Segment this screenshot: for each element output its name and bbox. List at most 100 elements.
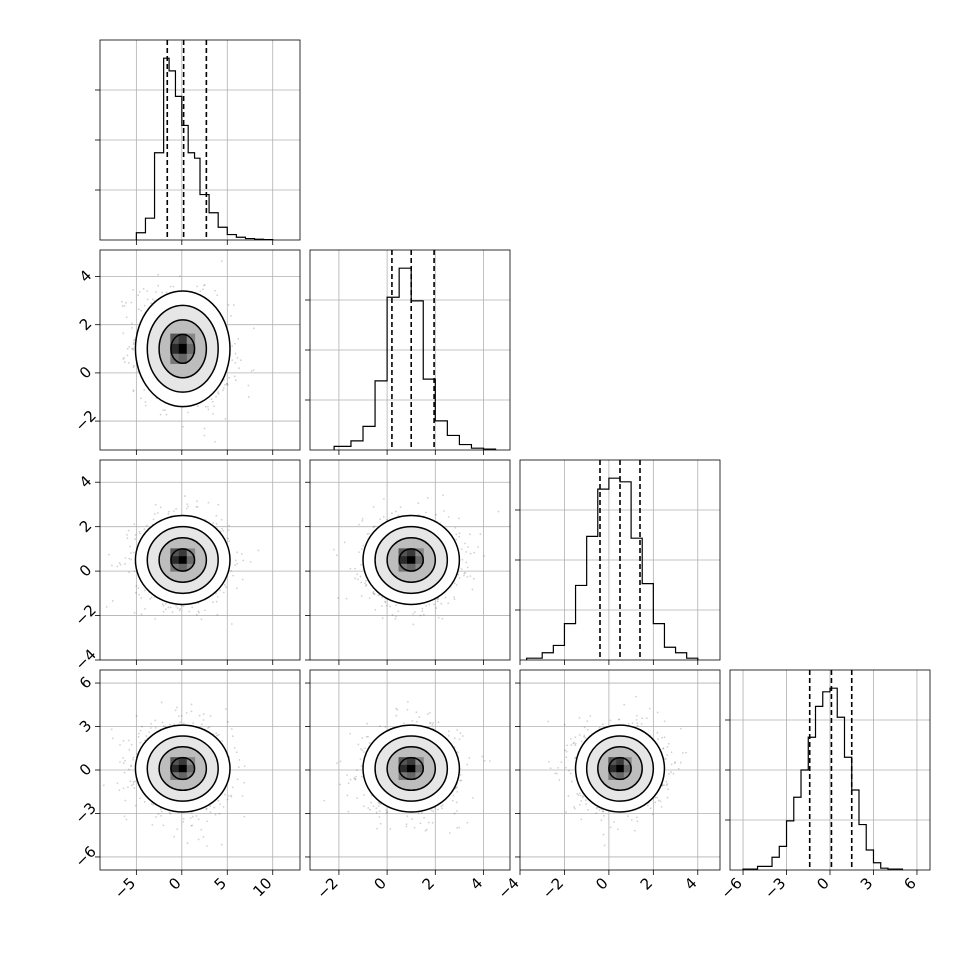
scatter-point — [139, 741, 142, 744]
scatter-point — [118, 789, 121, 792]
scatter-point — [464, 571, 467, 574]
scatter-point — [208, 726, 211, 729]
scatter-point — [457, 517, 460, 520]
scatter-point — [227, 795, 230, 797]
scatter-point — [206, 845, 208, 847]
scatter-point — [372, 506, 375, 508]
scatter-point — [372, 592, 375, 595]
scatter-point — [234, 559, 237, 562]
scatter-point — [363, 805, 365, 808]
scatter-point — [143, 304, 146, 307]
histogram-step-line — [333, 267, 497, 450]
scatter-point — [379, 822, 382, 825]
scatter-point — [381, 596, 384, 599]
scatter-point — [225, 383, 228, 385]
scatter-point — [123, 771, 126, 774]
scatter-point — [412, 613, 414, 615]
scatter-point — [139, 532, 141, 535]
scatter-point — [425, 828, 428, 831]
scatter-point — [584, 799, 587, 802]
scatter-point — [222, 591, 225, 594]
scatter-point — [234, 379, 237, 382]
scatter-point — [465, 561, 468, 564]
density-cell — [398, 764, 407, 773]
scatter-point — [127, 786, 129, 789]
scatter-point — [162, 725, 165, 728]
scatter-point — [232, 574, 235, 577]
scatter-point — [616, 828, 619, 831]
scatter-point — [241, 794, 244, 797]
scatter-point — [442, 494, 444, 497]
scatter-point — [231, 786, 234, 789]
scatter-point — [197, 818, 200, 821]
scatter-point — [177, 715, 180, 718]
scatter-point — [133, 570, 136, 573]
scatter-point — [447, 602, 450, 605]
scatter-point — [359, 563, 362, 566]
contour-line-level-0 — [134, 724, 231, 813]
scatter-point — [381, 605, 383, 607]
scatter-point — [349, 567, 352, 570]
scatter-point — [364, 582, 366, 585]
scatter-point — [154, 617, 157, 620]
scatter-point — [225, 586, 227, 588]
scatter-point — [405, 823, 408, 826]
scatter-point — [196, 500, 198, 503]
scatter-point — [215, 600, 218, 603]
scatter-point — [162, 409, 165, 411]
scatter-point — [236, 778, 239, 781]
scatter-point — [466, 566, 469, 569]
scatter-point — [185, 712, 188, 714]
scatter-point — [458, 532, 461, 535]
scatter-point — [456, 790, 459, 793]
scatter-point — [241, 578, 244, 581]
scatter-point — [441, 807, 443, 810]
scatter-point — [349, 732, 352, 735]
scatter-point — [234, 352, 237, 355]
scatter-point — [233, 747, 236, 749]
scatter-point — [463, 572, 466, 575]
scatter-point — [429, 721, 432, 724]
scatter-point — [665, 780, 668, 783]
scatter-point — [215, 732, 218, 735]
scatter-point — [203, 283, 206, 286]
scatter-point — [126, 347, 129, 350]
scatter-point — [133, 611, 136, 614]
scatter-point — [459, 774, 462, 776]
scatter-point — [376, 827, 379, 830]
scatter-point — [471, 588, 474, 591]
scatter-point — [140, 597, 143, 599]
scatter-point — [187, 411, 189, 414]
scatter-point — [580, 818, 583, 821]
scatter-point — [164, 602, 167, 605]
contour-line-level-3 — [398, 548, 425, 572]
scatter-point — [447, 730, 450, 733]
scatter-point — [243, 781, 246, 784]
scatter-point — [124, 563, 126, 565]
scatter-point — [207, 727, 209, 729]
contour-line-level-1 — [374, 735, 449, 802]
scatter-point — [247, 384, 250, 387]
scatter-point — [228, 540, 231, 543]
scatter-point — [453, 812, 456, 815]
scatter-point — [168, 811, 171, 814]
scatter-point — [161, 721, 164, 724]
contour-line-level-3 — [170, 756, 196, 781]
density-cell — [415, 764, 424, 773]
scatter-point — [213, 405, 215, 408]
scatter-point — [355, 775, 357, 778]
scatter-point — [132, 288, 135, 291]
scatter-point — [471, 797, 474, 799]
scatter-point — [583, 734, 586, 737]
scatter-point — [176, 706, 178, 709]
scatter-point — [641, 717, 643, 720]
scatter-point — [431, 724, 434, 726]
scatter-point — [411, 818, 414, 820]
scatter-point — [369, 808, 371, 811]
scatter-point — [130, 784, 133, 787]
scatter-point — [236, 551, 239, 554]
contour-line-level-1 — [374, 525, 449, 595]
scatter-point — [130, 327, 133, 329]
scatter-point — [379, 725, 382, 728]
scatter-point — [190, 710, 193, 713]
